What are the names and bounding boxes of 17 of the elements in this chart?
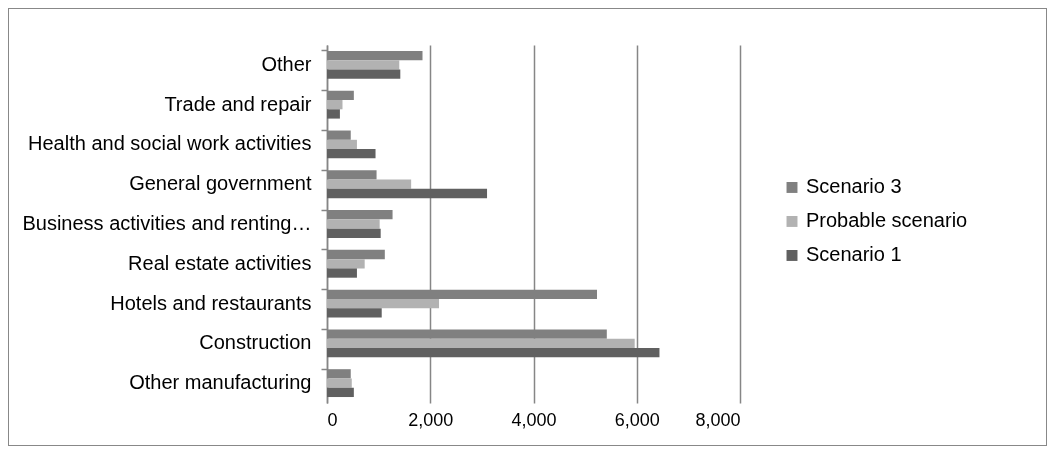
x-tick-label: 8,000 bbox=[695, 409, 741, 430]
y-tick-label: Real estate activities bbox=[128, 251, 312, 274]
legend-label: Scenario 3 bbox=[806, 175, 902, 198]
x-tick-label: 2,000 bbox=[408, 409, 454, 430]
y-tick-label: Hotels and restaurants bbox=[110, 291, 312, 314]
y-tick-label: General government bbox=[129, 172, 312, 195]
legend-label: Scenario 1 bbox=[806, 243, 902, 266]
x-tick-label: 6,000 bbox=[614, 409, 660, 430]
x-tick-label: 0 bbox=[327, 409, 338, 430]
y-tick-label: Other bbox=[261, 52, 312, 75]
y-tick-label: Other manufacturing bbox=[129, 371, 312, 394]
y-tick-label: Business activities and renting… bbox=[22, 212, 312, 234]
x-tick-label: 4,000 bbox=[511, 409, 557, 430]
y-tick-label: Health and social work activities bbox=[28, 132, 312, 155]
y-tick-label: Construction bbox=[199, 331, 312, 354]
y-tick-label: Trade and repair bbox=[164, 92, 312, 115]
legend-label: Probable scenario bbox=[806, 209, 968, 232]
